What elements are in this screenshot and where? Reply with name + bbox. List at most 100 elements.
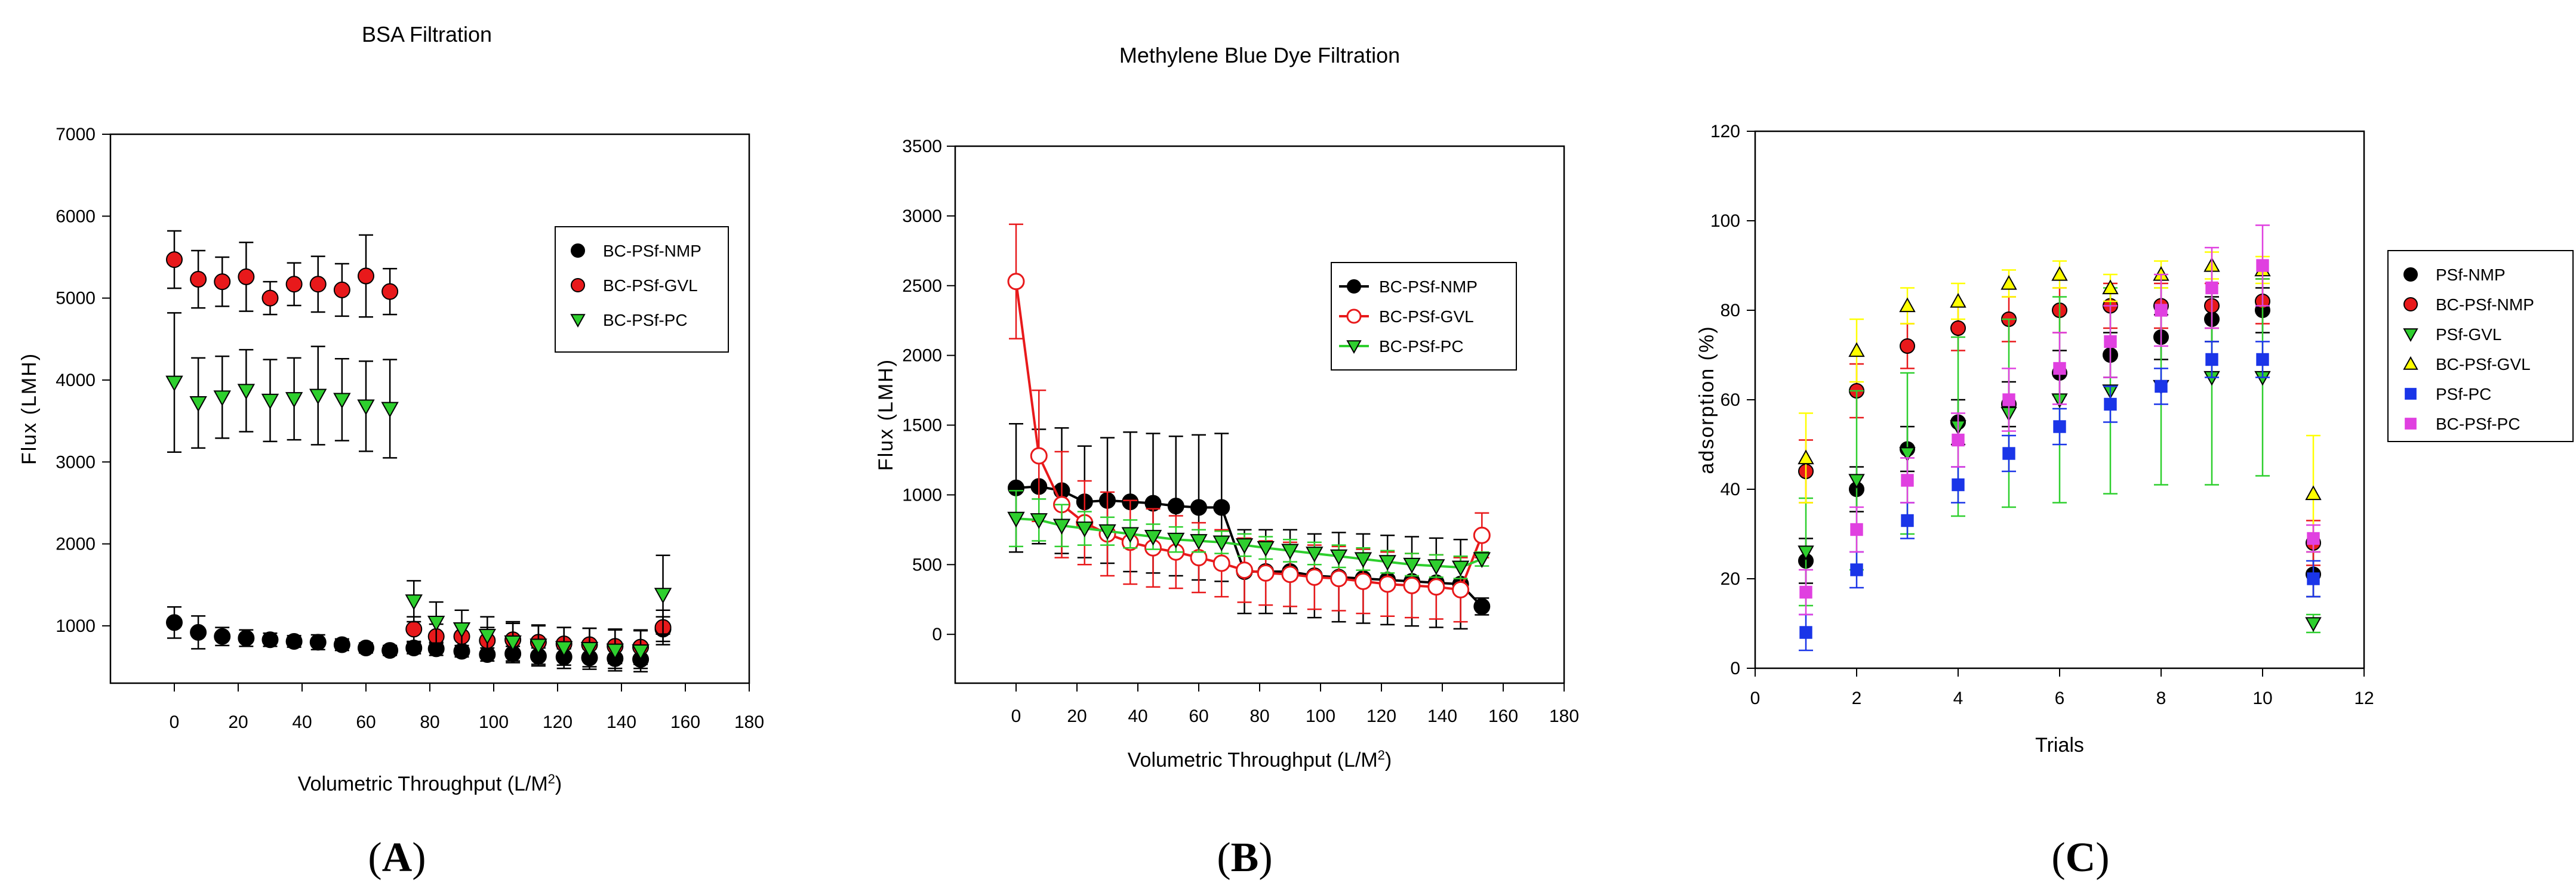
panel-paren: ) [2095, 835, 2109, 881]
data-point [1427, 559, 1445, 575]
x-tick-label: 40 [1128, 706, 1147, 726]
data-point [1798, 545, 1814, 561]
data-point [261, 631, 279, 649]
data-point [309, 388, 327, 405]
x-tick-label: 0 [1011, 706, 1021, 726]
y-tick-label: 2500 [902, 276, 942, 296]
x-axis-label-tail: ) [555, 773, 562, 795]
data-point [1473, 526, 1491, 544]
legend: BC-PSf-NMP BC-PSf-GVL BC-PSf-PC [555, 226, 729, 353]
legend-marker [571, 278, 585, 292]
y-tick-label: 20 [1721, 569, 1740, 589]
y-tick-label: 1000 [902, 485, 942, 505]
series-bc-psf-pc [1007, 490, 1491, 579]
legend-label: BC-PSf-GVL [1379, 307, 1474, 326]
x-tick-label: 10 [2252, 689, 2272, 708]
x-tick-label: 12 [2354, 689, 2374, 708]
data-point [405, 621, 423, 638]
data-point [478, 628, 496, 645]
x-tick-label: 80 [420, 712, 439, 732]
chart-title: Methylene Blue Dye Filtration [1119, 43, 1400, 67]
legend-marker [2403, 328, 2418, 342]
data-point [1030, 447, 1048, 465]
data-point [1190, 499, 1207, 516]
panel-letter: C [2066, 835, 2096, 881]
series-bc-psf-gvl [1007, 223, 1491, 623]
legend-label: BC-PSf-PC [2436, 415, 2520, 433]
data-point [2104, 397, 2117, 411]
x-axis-label: Volumetric Throughput (L/M2) [1128, 748, 1392, 772]
x-tick-label: 0 [170, 712, 180, 732]
data-point [1190, 534, 1208, 550]
data-point [333, 281, 350, 298]
data-point [1378, 555, 1396, 571]
y-axis-label: Flux (LMH) [18, 353, 41, 465]
data-point [427, 615, 445, 632]
data-point [1799, 585, 1812, 599]
panel-paren: ) [1258, 835, 1272, 881]
data-point [2002, 447, 2015, 460]
y-tick-label: 500 [912, 555, 942, 575]
data-point [1950, 320, 1966, 336]
x-tick-label: 8 [2156, 689, 2166, 708]
data-point [1007, 273, 1025, 291]
legend-label: PSf-PC [2436, 385, 2491, 403]
data-point [453, 622, 471, 638]
panel-letter: A [382, 835, 413, 881]
series-bc-psf-pc [165, 312, 672, 673]
x-tick-label: 120 [1367, 706, 1396, 726]
data-point [1121, 527, 1139, 543]
data-point [190, 624, 207, 641]
plot-frame [109, 133, 750, 684]
y-tick-label: 3000 [56, 452, 96, 472]
legend: PSf-NMP BC-PSf-NMP PSf-GVL BC-PSf-GVL PSf-PC… [2387, 250, 2574, 442]
legend-label: BC-PSf-GVL [603, 276, 698, 295]
chart-title: BSA Filtration [362, 22, 492, 47]
data-point [285, 632, 303, 650]
data-point [1030, 513, 1048, 529]
panel-paren: ) [412, 835, 426, 881]
panel-label: (A) [368, 835, 426, 881]
data-point [1235, 538, 1254, 554]
data-point [580, 641, 599, 658]
x-axis-label: Volumetric Throughput (L/M2) [298, 771, 562, 796]
data-point [165, 375, 183, 392]
data-point [1952, 433, 1965, 447]
data-point [1330, 570, 1348, 588]
legend-label: PSf-GVL [2436, 325, 2501, 344]
data-point [1052, 518, 1071, 535]
data-point [1899, 447, 1916, 462]
x-axis-label-text: Trials [2035, 734, 2084, 757]
data-point [2053, 420, 2066, 433]
x-axis-label-superscript: 2 [1378, 748, 1385, 763]
data-point [1167, 498, 1184, 515]
data-point [285, 276, 303, 293]
data-point [1213, 499, 1230, 516]
data-point [530, 638, 547, 655]
data-point [1850, 563, 1863, 576]
y-tick-label: 0 [932, 625, 942, 644]
data-point [214, 628, 231, 645]
data-point [632, 644, 650, 660]
data-point [1257, 541, 1275, 557]
y-tick-label: 60 [1721, 390, 1740, 410]
data-point [166, 614, 183, 631]
data-point [654, 588, 672, 604]
data-point [358, 267, 374, 285]
panel-letter: B [1231, 835, 1259, 881]
x-tick-label: 160 [1488, 706, 1518, 726]
data-point [1952, 478, 1965, 492]
chart-c: 0 2 4 6 8 10 12020406080100120Trialsadsorption… [1695, 122, 2574, 881]
data-point [1473, 552, 1491, 569]
x-tick-label: 100 [1306, 706, 1335, 726]
data-point [261, 289, 279, 307]
data-point [190, 271, 207, 288]
data-point [1212, 535, 1230, 551]
data-point [1281, 566, 1299, 584]
y-axis-label: adsorption (%) [1695, 325, 1718, 474]
data-point [2053, 362, 2066, 375]
data-point [555, 641, 573, 658]
legend-label: BC-PSf-NMP [2436, 295, 2534, 314]
data-point [1452, 581, 1470, 598]
